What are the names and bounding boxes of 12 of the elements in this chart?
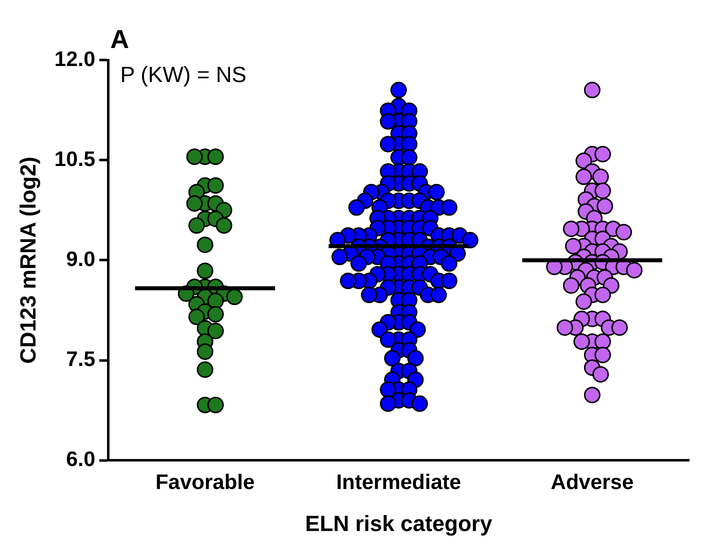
y-tick-label: 10.5	[54, 148, 96, 171]
annotation: P (KW) = NS	[120, 62, 246, 87]
x-tick-label: Favorable	[155, 470, 255, 494]
x-tick-label: Adverse	[550, 470, 634, 494]
y-tick-label: 7.5	[66, 348, 96, 372]
y-tick-label: 12.0	[54, 48, 96, 71]
y-tick-label: 6.0	[66, 448, 96, 472]
y-tick-label: 9.0	[66, 248, 96, 271]
chart-title: A	[110, 24, 130, 54]
y-axis-title: CD123 mRNA (log2)	[15, 156, 40, 364]
x-tick-label: Intermediate	[336, 470, 462, 494]
x-axis-title: ELN risk category	[305, 510, 493, 536]
